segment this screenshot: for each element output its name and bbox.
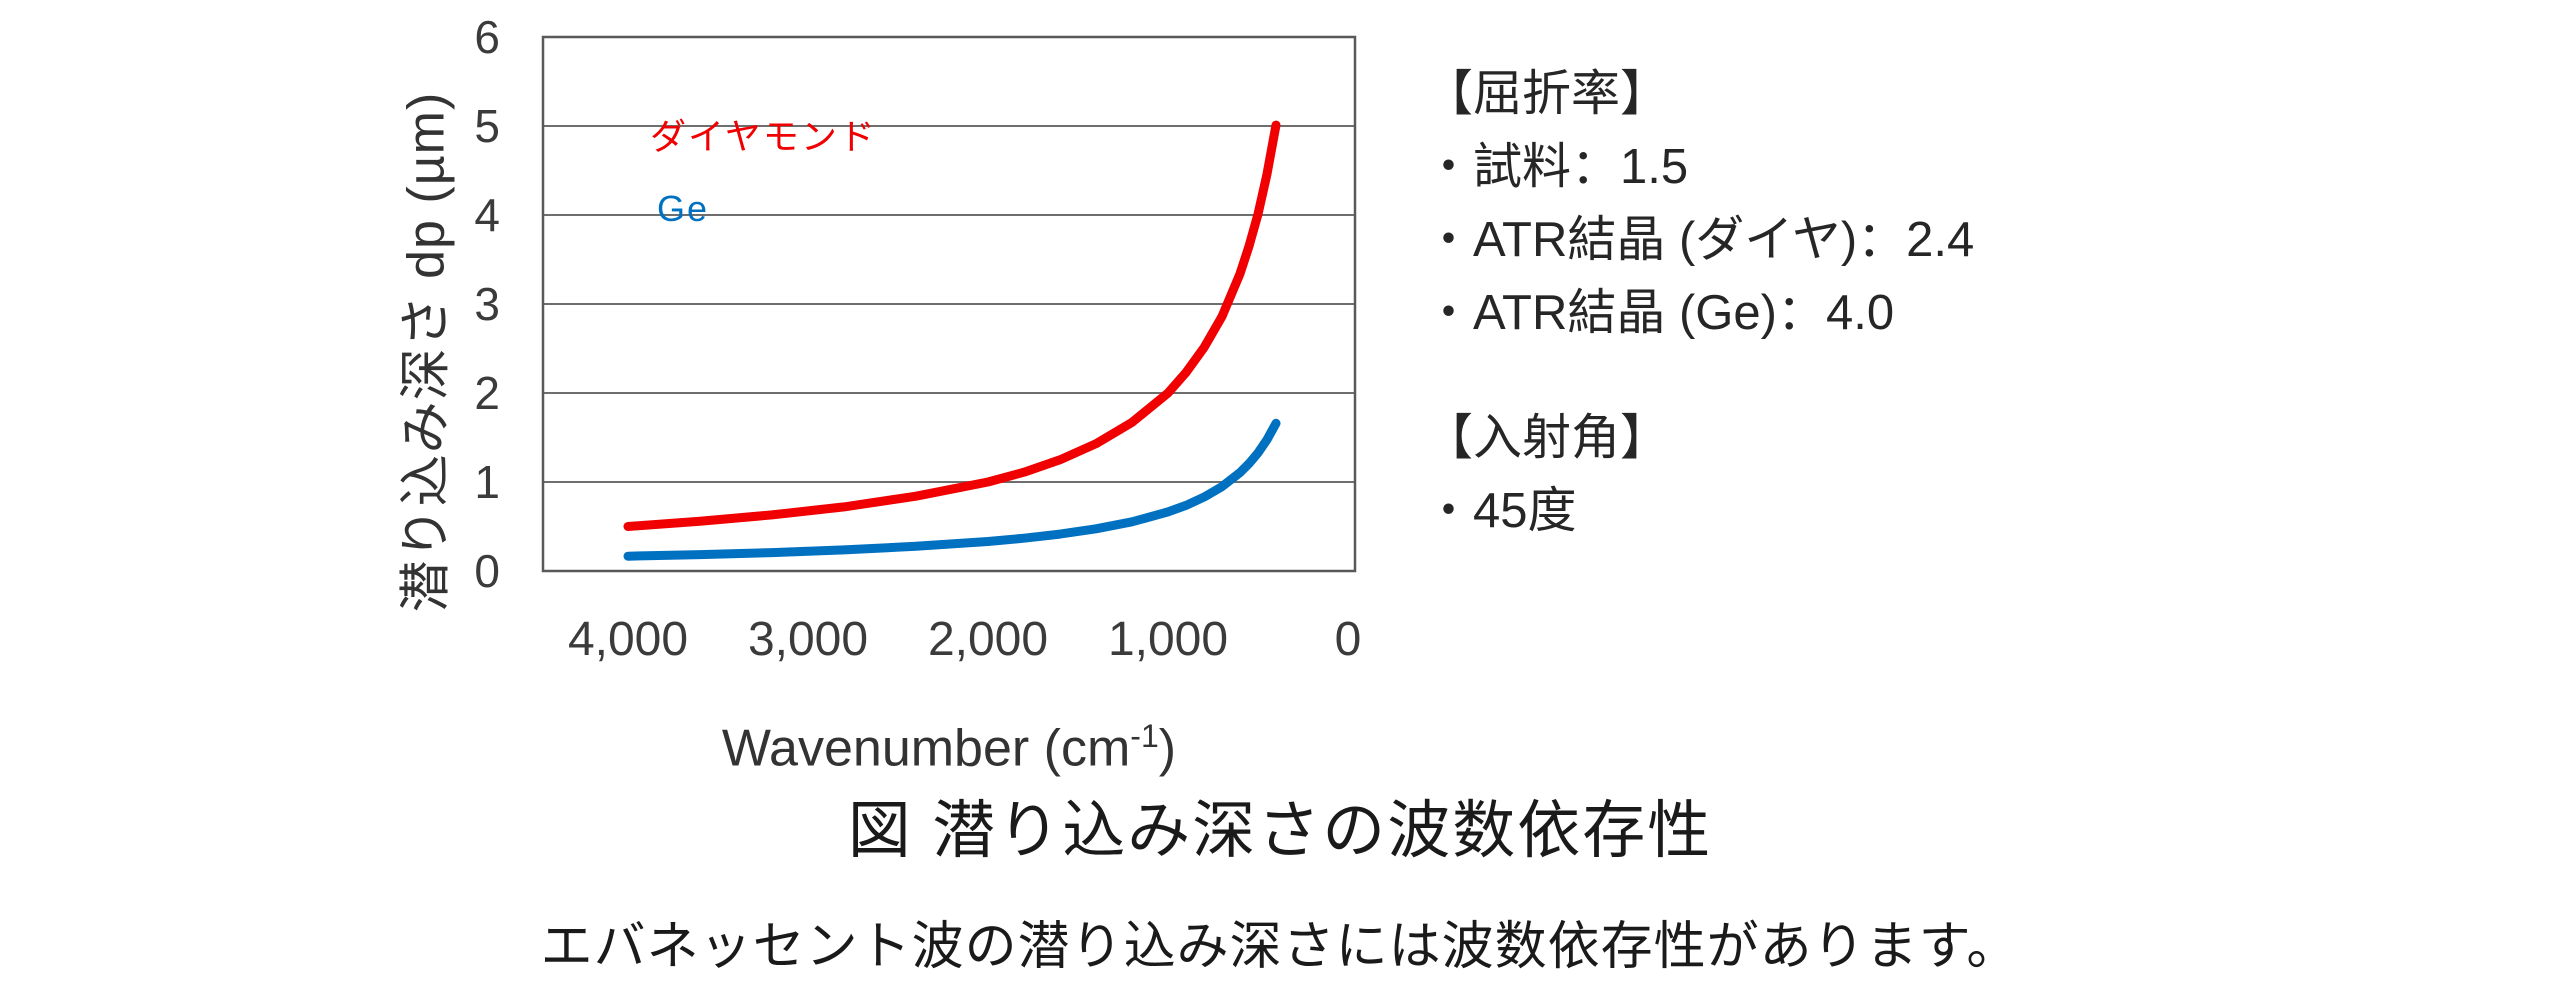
x-axis-title-close: ) [1158,719,1177,778]
y-tick-label: 6 [474,11,500,63]
legend-label-ge: Ge [657,188,710,229]
figure-caption: 図 潜り込み深さの波数依存性 [847,796,1713,866]
legend-label-diamond: ダイヤモンド [650,116,877,157]
y-tick-label: 4 [474,189,500,241]
gridlines [543,125,1355,483]
series-line-diamond [623,120,1281,531]
parameters-panel: 【屈折率】 ・試料：1.5 ・ATR結晶 (ダイヤ)：2.4 ・ATR結晶 (G… [1424,58,1974,548]
x-tick-label: 4,000 [567,613,689,666]
figure-subcaption: エバネッセント波の潜り込み深さには波数依存性があります。 [540,918,2020,976]
refractive-index-item-ge: ・ATR結晶 (Ge)：4.0 [1424,286,1895,340]
y-tick-label: 3 [474,278,500,330]
x-axis-title-superscript: -1 [1130,718,1159,754]
x-tick-label: 0 [1334,613,1362,666]
x-axis-title: Wavenumber (cm-1) [543,706,1355,778]
y-tick-label: 2 [474,367,500,419]
y-tick-label: 1 [474,456,500,508]
refractive-index-item-sample: ・試料：1.5 [1424,140,1689,194]
incident-angle-heading: 【入射角】 [1424,411,1670,465]
y-tick-label: 0 [474,545,500,597]
refractive-index-item-diamond: ・ATR結晶 (ダイヤ)：2.4 [1424,213,1975,267]
x-axis-title-text: Wavenumber (cm [721,719,1131,778]
x-tick-label: 2,000 [927,613,1049,666]
refractive-index-heading: 【屈折率】 [1424,67,1670,121]
x-tick-label: 3,000 [747,613,869,666]
incident-angle-item: ・45度 [1424,484,1577,538]
series-line-ge [623,418,1281,561]
x-tick-label: 1,000 [1107,613,1229,666]
series-lines [623,120,1281,561]
plot-frame [541,35,1357,573]
y-axis-title: 潜り込み深さ dp (µm) [397,91,456,613]
y-tick-label: 5 [474,100,500,152]
